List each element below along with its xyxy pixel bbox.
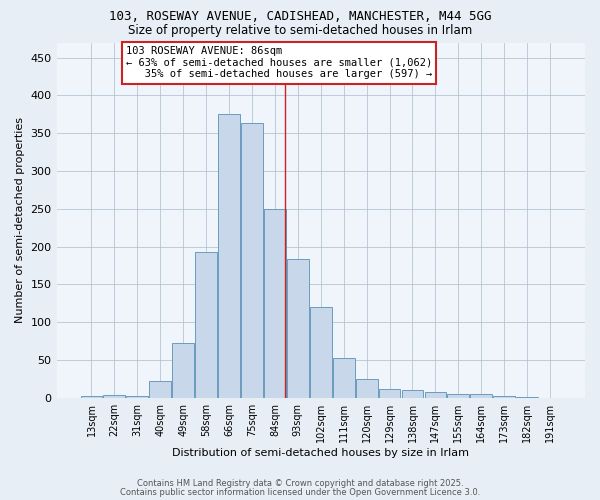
Bar [103, 394, 125, 398]
Bar [287, 260, 309, 398]
Bar [264, 209, 286, 398]
Bar [493, 396, 515, 398]
Bar [80, 396, 103, 398]
Bar [516, 397, 538, 398]
Bar [448, 394, 469, 398]
Bar [333, 358, 355, 398]
Bar [470, 394, 492, 398]
Y-axis label: Number of semi-detached properties: Number of semi-detached properties [15, 117, 25, 323]
Bar [425, 392, 446, 398]
Bar [241, 124, 263, 398]
Bar [172, 342, 194, 398]
Bar [356, 379, 377, 398]
Bar [149, 381, 171, 398]
Bar [310, 307, 332, 398]
Text: Contains public sector information licensed under the Open Government Licence 3.: Contains public sector information licen… [120, 488, 480, 497]
Bar [379, 388, 400, 398]
Text: 103, ROSEWAY AVENUE, CADISHEAD, MANCHESTER, M44 5GG: 103, ROSEWAY AVENUE, CADISHEAD, MANCHEST… [109, 10, 491, 23]
Text: Size of property relative to semi-detached houses in Irlam: Size of property relative to semi-detach… [128, 24, 472, 37]
X-axis label: Distribution of semi-detached houses by size in Irlam: Distribution of semi-detached houses by … [172, 448, 469, 458]
Bar [195, 252, 217, 398]
Bar [127, 396, 148, 398]
Bar [401, 390, 424, 398]
Bar [218, 114, 240, 398]
Text: Contains HM Land Registry data © Crown copyright and database right 2025.: Contains HM Land Registry data © Crown c… [137, 479, 463, 488]
Text: 103 ROSEWAY AVENUE: 86sqm
← 63% of semi-detached houses are smaller (1,062)
   3: 103 ROSEWAY AVENUE: 86sqm ← 63% of semi-… [126, 46, 432, 80]
